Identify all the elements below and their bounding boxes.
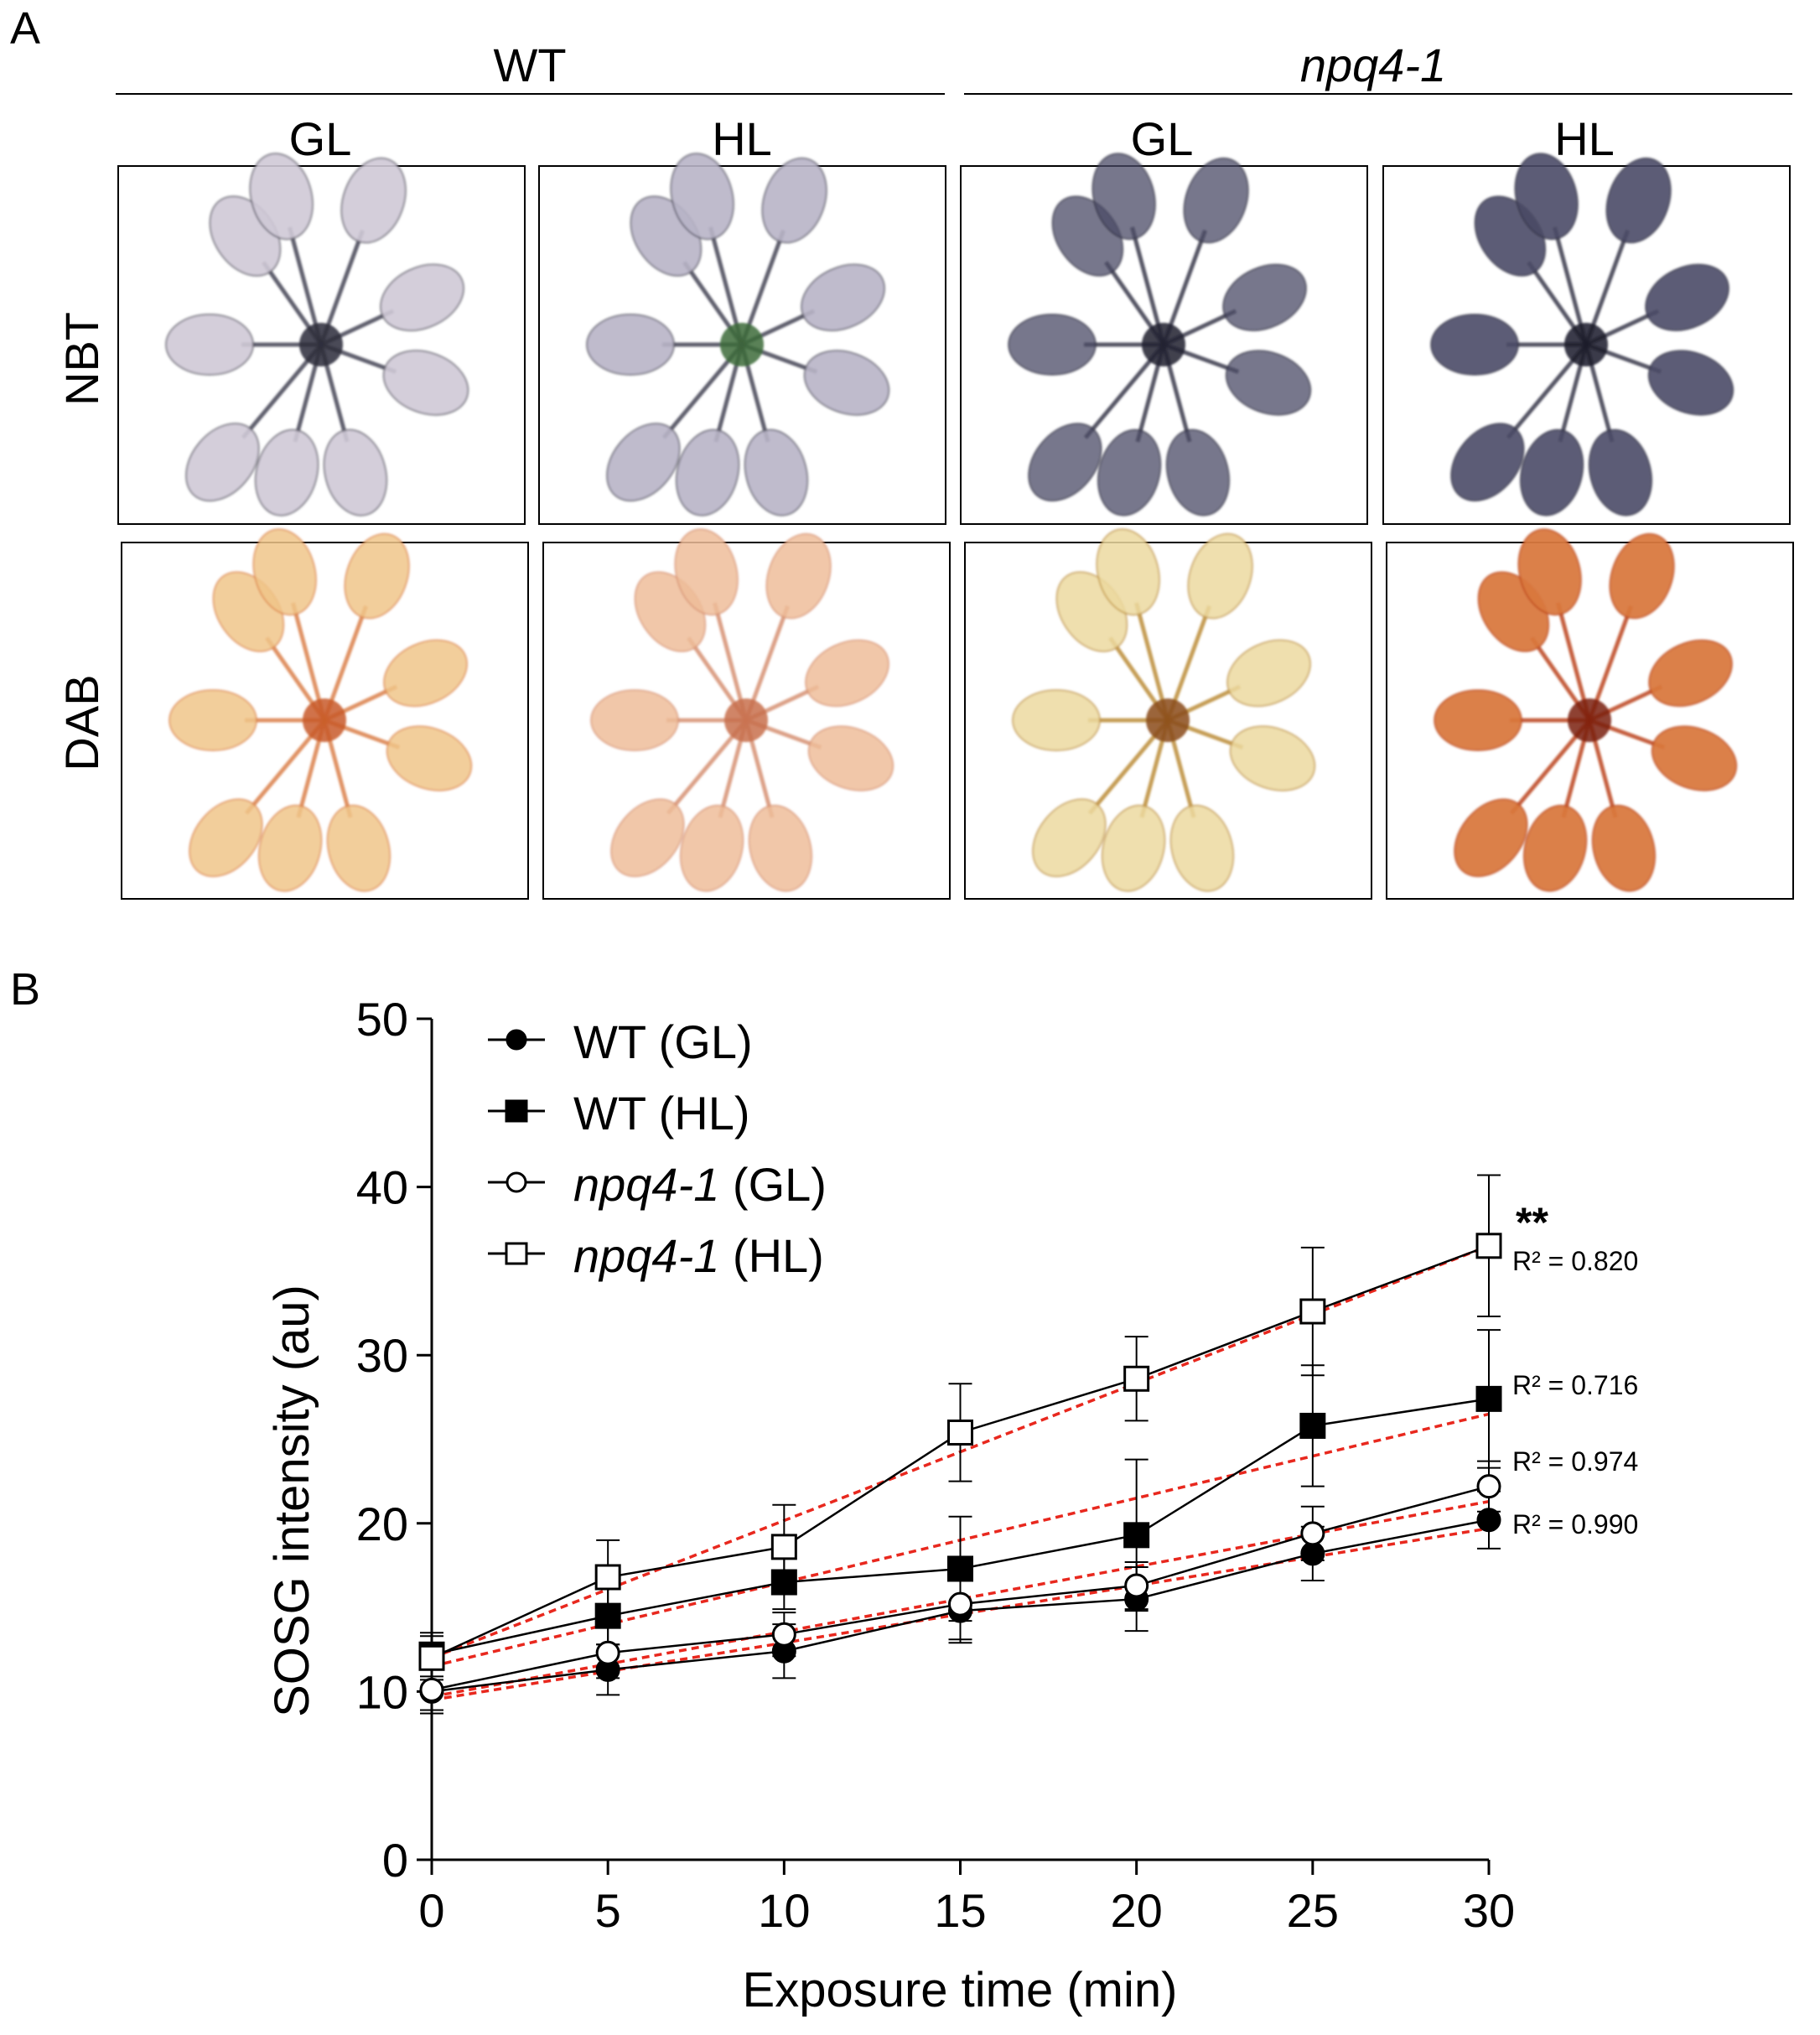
marker-wt-hl-25 <box>1299 1412 1326 1439</box>
marker-npq4-1-hl-15 <box>947 1419 973 1446</box>
seedling-nbt-npq4-gl <box>1008 153 1312 517</box>
legend-marker-wt-gl <box>506 1029 527 1051</box>
svg-text:npq4-1 (HL): npq4-1 (HL) <box>573 1229 824 1282</box>
x-tick-label-15: 15 <box>934 1884 986 1937</box>
y-tick-label-30: 30 <box>356 1329 408 1382</box>
marker-wt-gl-25 <box>1300 1541 1325 1566</box>
marker-npq4-1-gl-25 <box>1300 1521 1325 1546</box>
condition-label-wt-gl: GL <box>289 112 352 165</box>
marker-npq4-1-gl-0 <box>419 1677 444 1702</box>
y-axis-label: SOSG intensity (au) <box>265 1285 319 1717</box>
legend-marker-npq4-gl <box>506 1171 527 1193</box>
r2-label-wt-hl: R² = 0.716 <box>1512 1370 1638 1400</box>
x-tick-label-0: 0 <box>418 1884 444 1937</box>
legend-item-wt-gl: WT (GL) <box>488 1015 753 1068</box>
svg-text:WT (GL): WT (GL) <box>573 1015 753 1068</box>
legend-marker-npq4-hl <box>505 1242 528 1265</box>
marker-wt-hl-15 <box>947 1555 973 1582</box>
marker-npq4-1-hl-20 <box>1123 1365 1150 1392</box>
x-tick-label-20: 20 <box>1111 1884 1163 1937</box>
legend-label-npq4-hl-main: npq4-1 <box>573 1229 719 1282</box>
marker-wt-hl-30 <box>1475 1385 1502 1412</box>
legend-label-npq4-hl-suffix: (HL) <box>719 1229 823 1282</box>
condition-label-wt-hl: HL <box>712 112 772 165</box>
stain-label-nbt: NBT <box>55 312 108 406</box>
seedling-dab-npq4-gl <box>1012 528 1316 892</box>
legend-label-wt-hl-main: WT <box>573 1087 646 1139</box>
marker-wt-hl-5 <box>594 1602 621 1629</box>
legend-label-wt-gl-main: WT <box>573 1015 646 1068</box>
marker-npq4-1-hl-5 <box>594 1564 621 1591</box>
condition-label-npq4-hl: HL <box>1554 112 1615 165</box>
r2-label-wt-gl: R² = 0.990 <box>1512 1509 1638 1539</box>
genotype-label-wt: WT <box>493 39 566 91</box>
marker-npq4-1-gl-10 <box>771 1622 796 1647</box>
legend-label-npq4-gl-suffix: (GL) <box>719 1158 827 1211</box>
svg-text:WT (HL): WT (HL) <box>573 1087 750 1139</box>
seedling-dab-wt-hl <box>590 528 894 892</box>
r2-label-npq4-1-gl: R² = 0.974 <box>1512 1446 1638 1477</box>
condition-label-npq4-gl: GL <box>1131 112 1194 165</box>
legend-label-wt-hl-suffix: (HL) <box>646 1087 749 1139</box>
legend-item-npq4-hl: npq4-1 (HL) <box>488 1229 824 1282</box>
legend-item-npq4-gl: npq4-1 (GL) <box>488 1158 827 1211</box>
legend-label-npq4-gl-main: npq4-1 <box>573 1158 719 1211</box>
data-markers <box>418 1233 1502 1704</box>
marker-npq4-1-gl-5 <box>595 1640 620 1665</box>
seedling-photos <box>165 153 1738 892</box>
marker-npq4-1-hl-0 <box>418 1644 445 1671</box>
panel-a-label: A <box>10 3 40 54</box>
marker-wt-hl-20 <box>1123 1522 1150 1549</box>
legend: WT (GL) WT (HL) npq4-1 (GL) npq4-1 (HL) <box>488 1015 827 1282</box>
stain-label-dab: DAB <box>55 674 108 771</box>
x-tick-label-30: 30 <box>1463 1884 1515 1937</box>
y-tick-label-50: 50 <box>356 993 408 1046</box>
chart-axes: 0 10 20 30 40 50 0 5 10 15 20 25 30 <box>356 993 1515 1937</box>
marker-npq4-1-gl-30 <box>1476 1474 1501 1499</box>
seedling-nbt-npq4-hl <box>1430 153 1734 517</box>
panel-a: A WT npq4-1 GL HL GL HL NBT DAB <box>10 3 1794 900</box>
marker-npq4-1-hl-30 <box>1475 1233 1502 1259</box>
y-tick-label-0: 0 <box>382 1834 408 1887</box>
r2-label-npq4-1-hl: R² = 0.820 <box>1512 1246 1638 1276</box>
marker-npq4-1-hl-25 <box>1299 1298 1326 1325</box>
marker-npq4-1-gl-15 <box>948 1591 972 1617</box>
y-tick-label-20: 20 <box>356 1498 408 1550</box>
legend-label-wt-gl-suffix: (GL) <box>646 1015 753 1068</box>
y-tick-label-40: 40 <box>356 1161 408 1214</box>
seedling-dab-npq4-hl <box>1434 528 1738 892</box>
x-tick-label-5: 5 <box>595 1884 621 1937</box>
panel-b-label: B <box>10 964 40 1015</box>
x-tick-label-10: 10 <box>758 1884 810 1937</box>
x-tick-label-25: 25 <box>1287 1884 1339 1937</box>
x-axis-label: Exposure time (min) <box>743 1963 1178 2017</box>
legend-marker-wt-hl <box>505 1099 528 1123</box>
seedling-nbt-wt-gl <box>165 153 469 517</box>
y-tick-label-10: 10 <box>356 1665 408 1718</box>
seedling-dab-wt-gl <box>169 528 473 892</box>
marker-npq4-1-hl-10 <box>770 1534 797 1560</box>
marker-wt-hl-10 <box>770 1569 797 1596</box>
legend-item-wt-hl: WT (HL) <box>488 1087 750 1139</box>
marker-npq4-1-gl-20 <box>1124 1573 1149 1598</box>
svg-text:npq4-1 (GL): npq4-1 (GL) <box>573 1158 827 1211</box>
marker-wt-gl-30 <box>1476 1508 1501 1533</box>
seedling-nbt-wt-hl <box>586 153 890 517</box>
r2-labels: R² = 0.990 R² = 0.716 R² = 0.974 R² = 0.820… <box>1512 1199 1638 1539</box>
genotype-label-npq4-1: npq4-1 <box>1300 39 1446 91</box>
significance-annotation: ** <box>1516 1199 1548 1246</box>
